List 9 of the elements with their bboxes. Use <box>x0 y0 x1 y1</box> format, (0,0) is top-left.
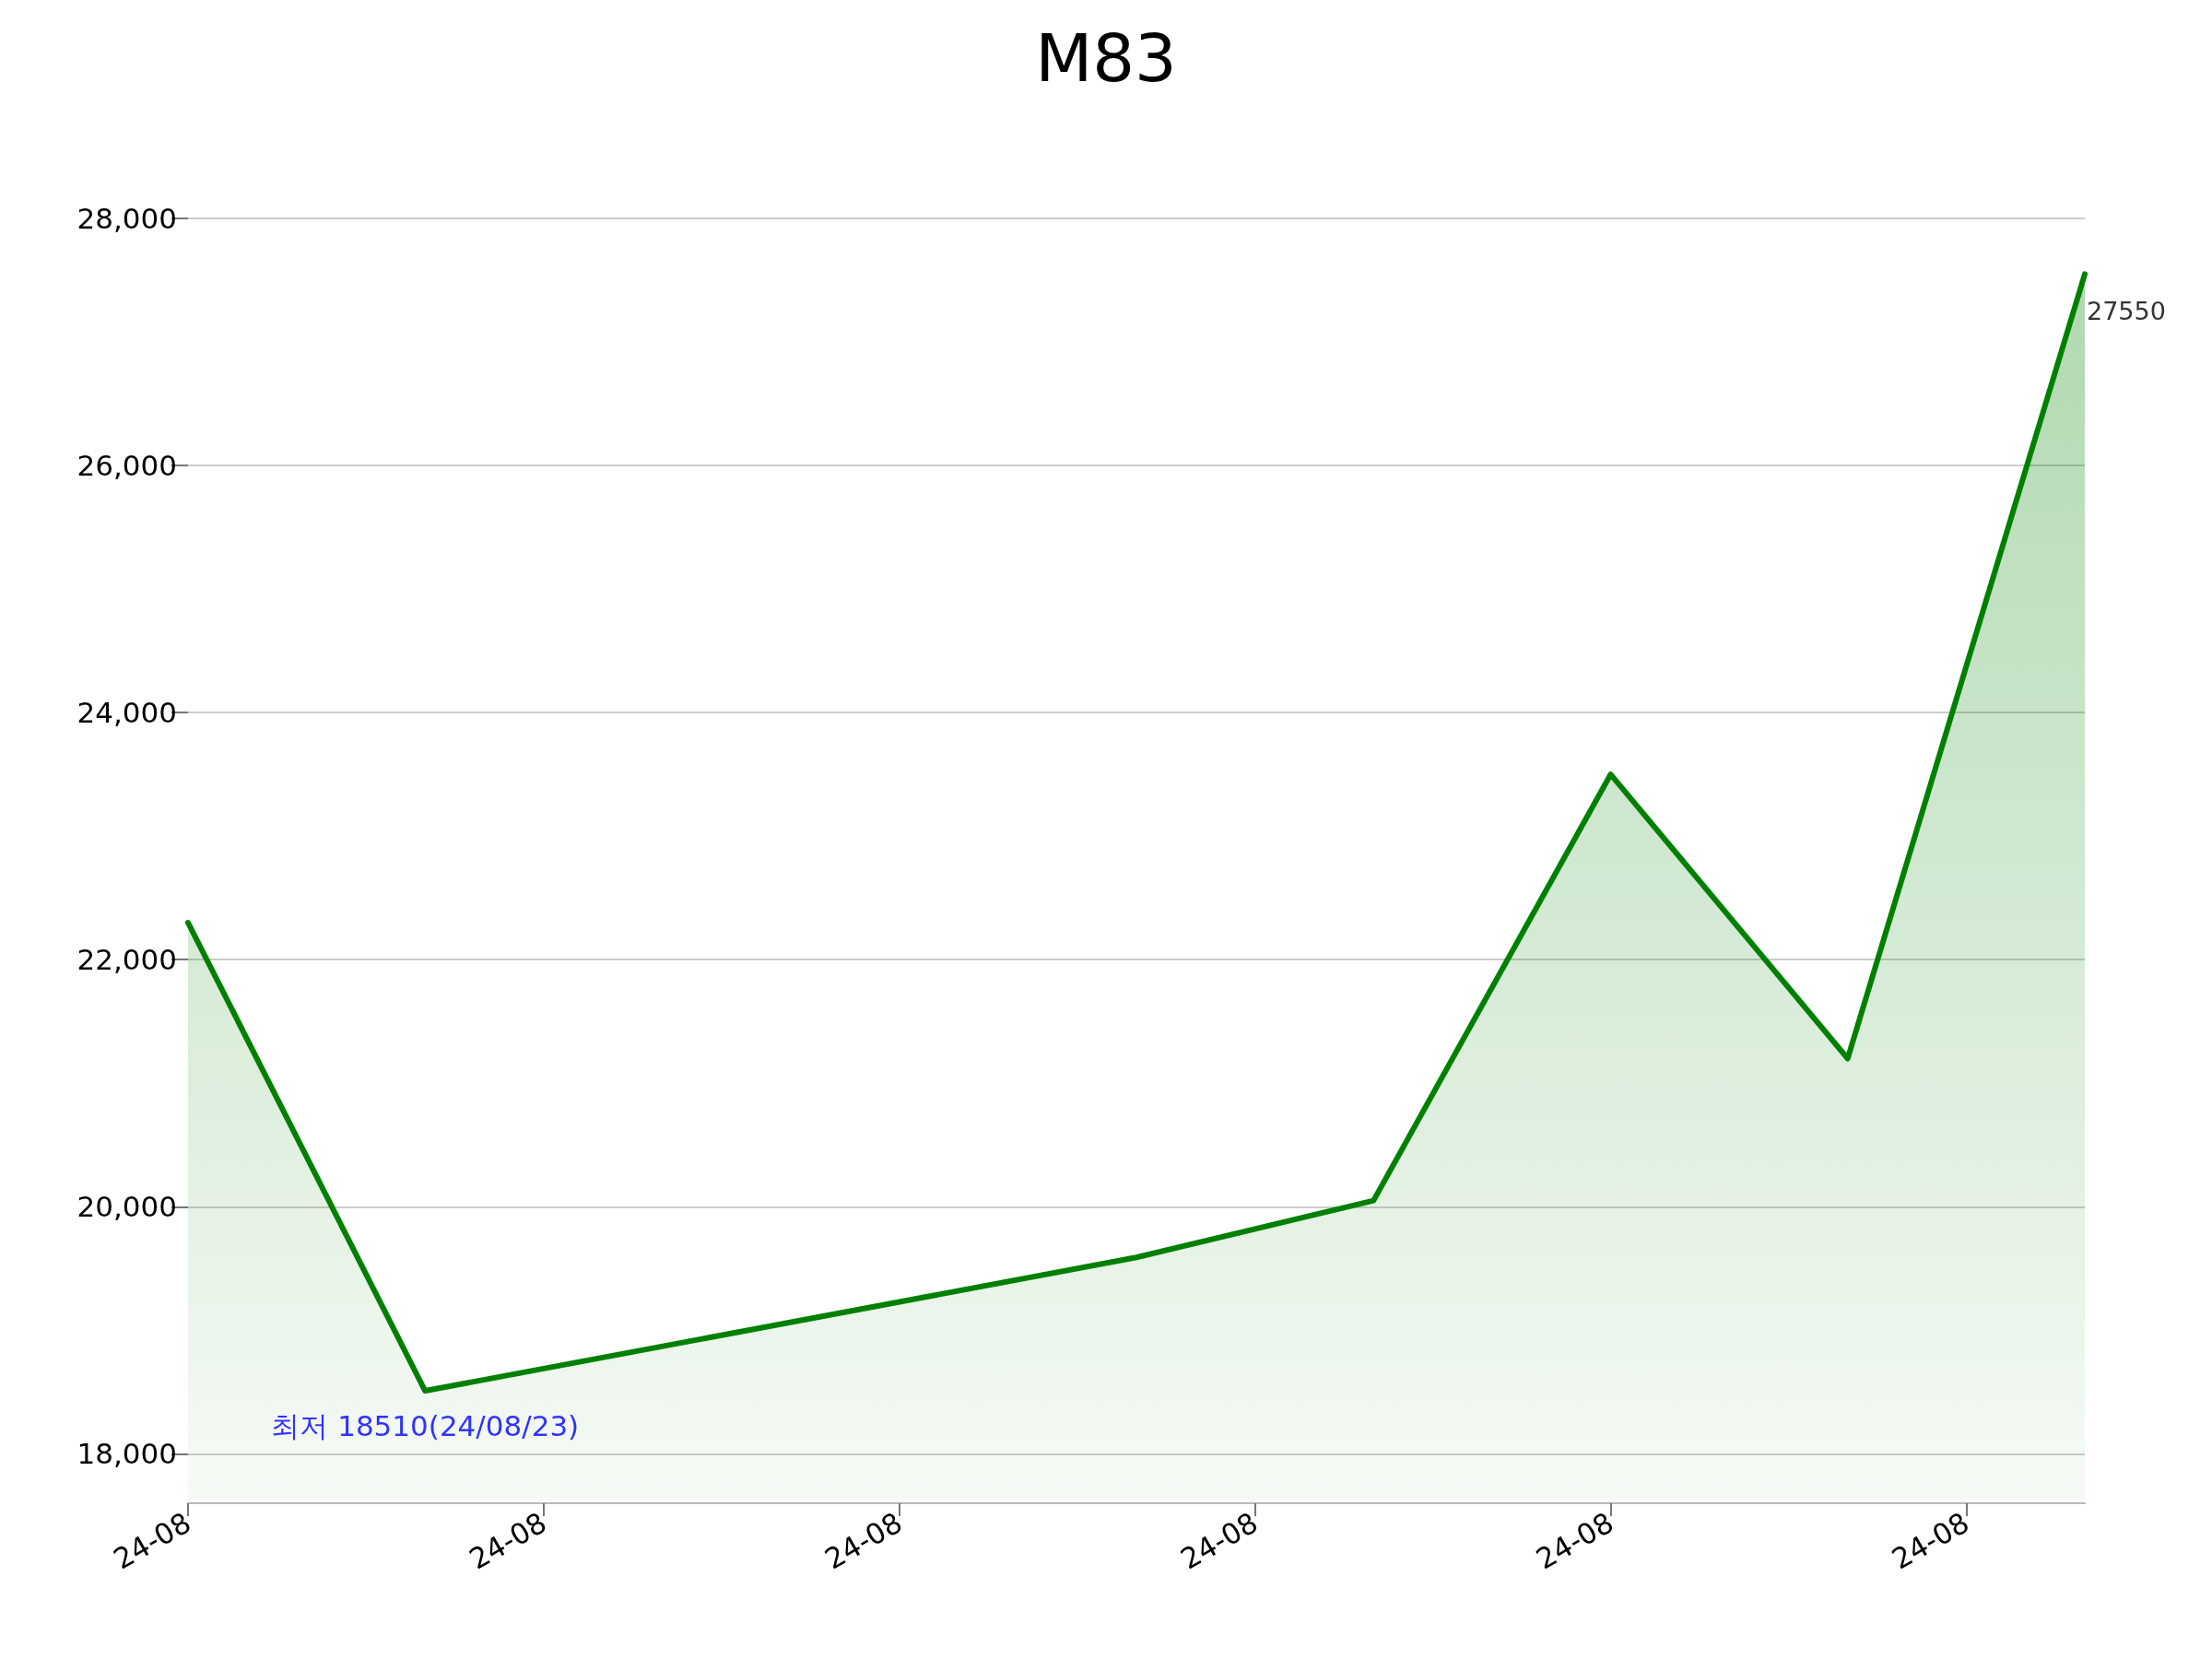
y-tick-label: 22,000 <box>76 943 177 977</box>
y-tick-label: 28,000 <box>76 202 177 235</box>
annotation: 27550 <box>2087 296 2166 325</box>
chart-title: M83 <box>1035 19 1177 97</box>
annotation: 최저 18510(24/08/23) <box>271 1408 580 1442</box>
y-tick-label: 18,000 <box>76 1437 177 1471</box>
y-tick-label: 26,000 <box>76 449 177 483</box>
y-tick-label: 20,000 <box>76 1190 177 1224</box>
y-tick-label: 24,000 <box>76 696 177 730</box>
